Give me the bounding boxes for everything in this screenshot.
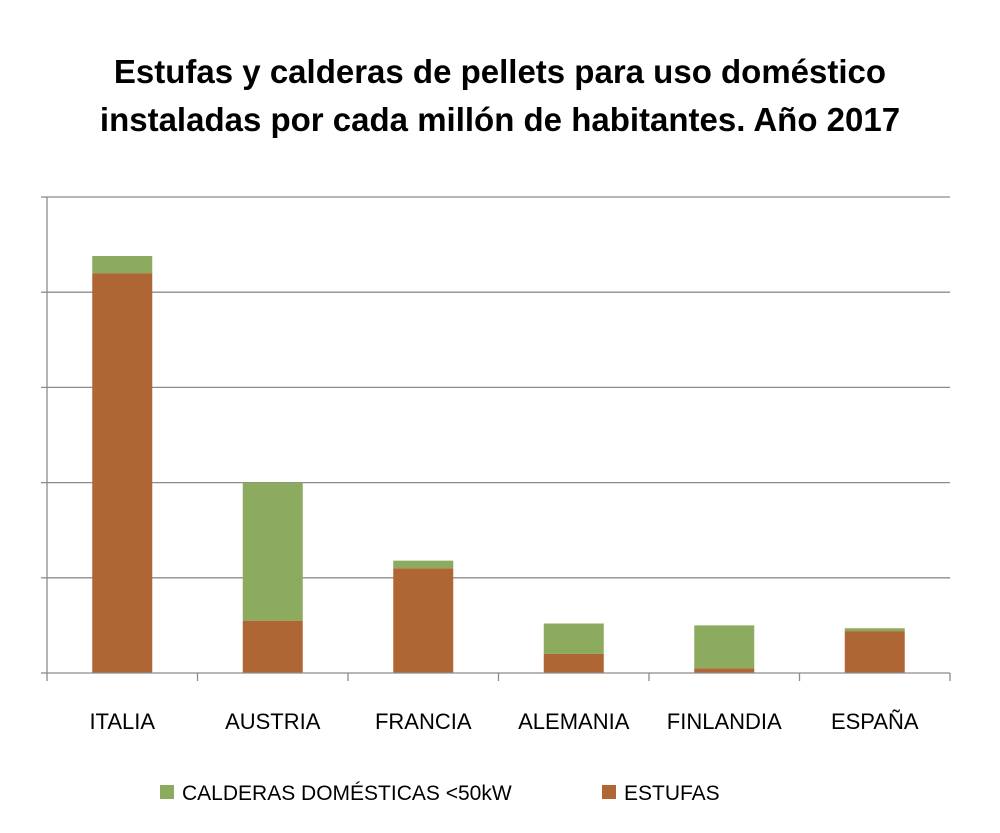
x-tick-label: AUSTRIA (225, 709, 321, 734)
legend-label: CALDERAS DOMÉSTICAS <50kW (182, 782, 512, 805)
x-tick-label: ITALIA (89, 709, 155, 734)
chart-title: Estufas y calderas de pellets para uso d… (0, 48, 1000, 144)
legend: CALDERAS DOMÉSTICAS <50kW ESTUFAS (160, 782, 720, 805)
bar-calderas-austria (242, 482, 303, 621)
chart-title-line-1: Estufas y calderas de pellets para uso d… (113, 53, 887, 90)
x-tick-label: FRANCIA (375, 709, 472, 734)
bar-calderas-finlandia (694, 625, 755, 669)
bar-calderas-italia (92, 256, 153, 274)
x-tick-label: ALEMANIA (518, 709, 630, 734)
bar-estufas-austria (242, 620, 303, 673)
bar-calderas-francia (393, 560, 454, 569)
x-tick-labels: ITALIA AUSTRIA FRANCIA ALEMANIA FINLANDIA ESP… (89, 709, 918, 734)
legend-label: ESTUFAS (624, 782, 720, 805)
bar-calderas-alemania (543, 623, 604, 654)
bar-estufas-finlandia (694, 668, 755, 673)
grid-layer (47, 196, 950, 579)
bar-calderas-españa (844, 628, 905, 632)
legend-swatch (602, 785, 616, 799)
bars-layer (92, 256, 905, 673)
bar-estufas-francia (393, 568, 454, 673)
chart-title-line-2: instaladas por cada millón de habitantes… (99, 101, 901, 138)
bar-estufas-alemania (543, 653, 604, 673)
bar-estufas-españa (844, 631, 905, 673)
x-tick-label: ESPAÑA (831, 709, 919, 734)
x-tick-label: FINLANDIA (667, 709, 782, 734)
axis-layer (41, 196, 951, 681)
legend-swatch (160, 785, 174, 799)
bar-estufas-italia (92, 273, 153, 673)
